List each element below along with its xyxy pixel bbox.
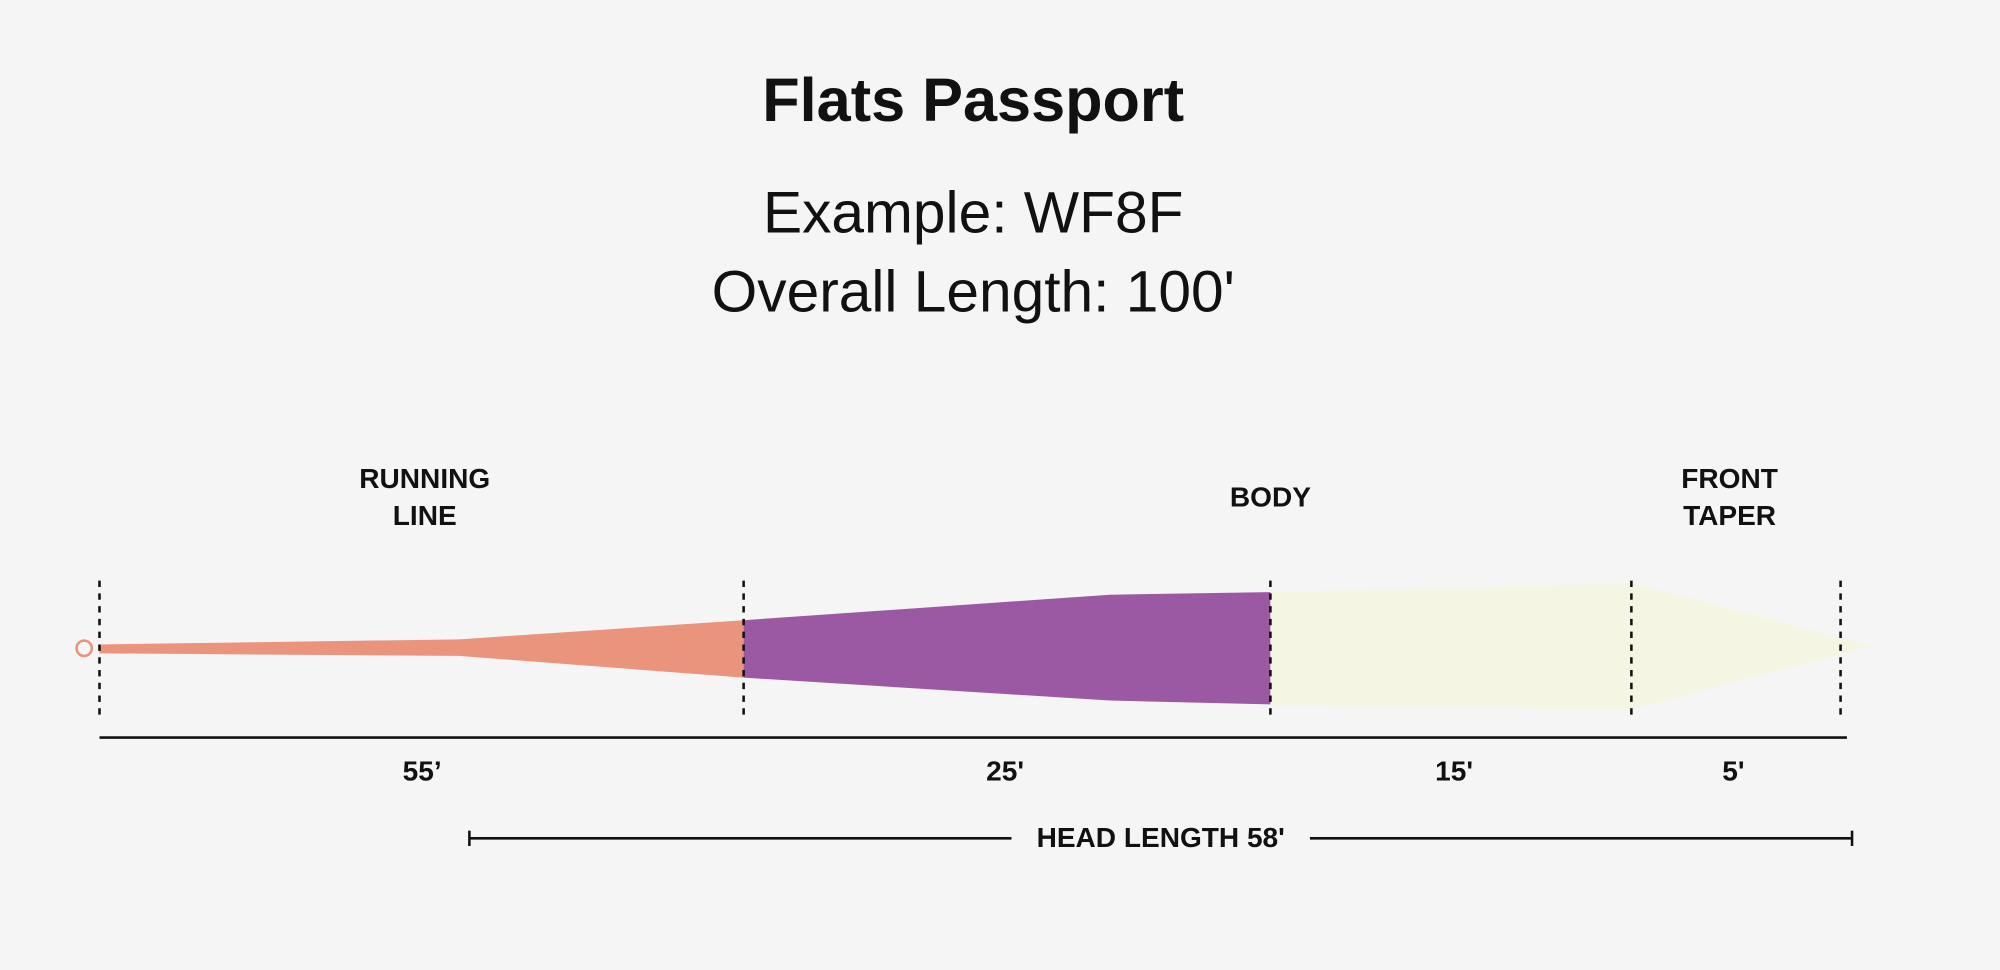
section-label: RUNNING: [359, 463, 490, 494]
loop: [75, 639, 94, 658]
title: Flats Passport: [762, 66, 1184, 134]
overall-length: Overall Length: 100': [712, 260, 1235, 325]
example: Example: WF8F: [763, 181, 1183, 246]
front-shape: [1270, 583, 1873, 710]
head-length: HEAD LENGTH 58': [1037, 822, 1285, 853]
section-length: 25': [986, 756, 1024, 787]
section-length: 55’: [403, 756, 442, 787]
section-label: TAPER: [1683, 500, 1776, 531]
section-label: FRONT: [1681, 463, 1778, 494]
running-line-shape: [99, 620, 744, 678]
dividers: [98, 580, 1842, 718]
section-length: 15': [1435, 756, 1473, 787]
section-length: 5': [1722, 756, 1744, 787]
section-label: BODY: [1230, 481, 1311, 512]
section-label: LINE: [393, 500, 457, 531]
body-shape: [743, 592, 1271, 705]
